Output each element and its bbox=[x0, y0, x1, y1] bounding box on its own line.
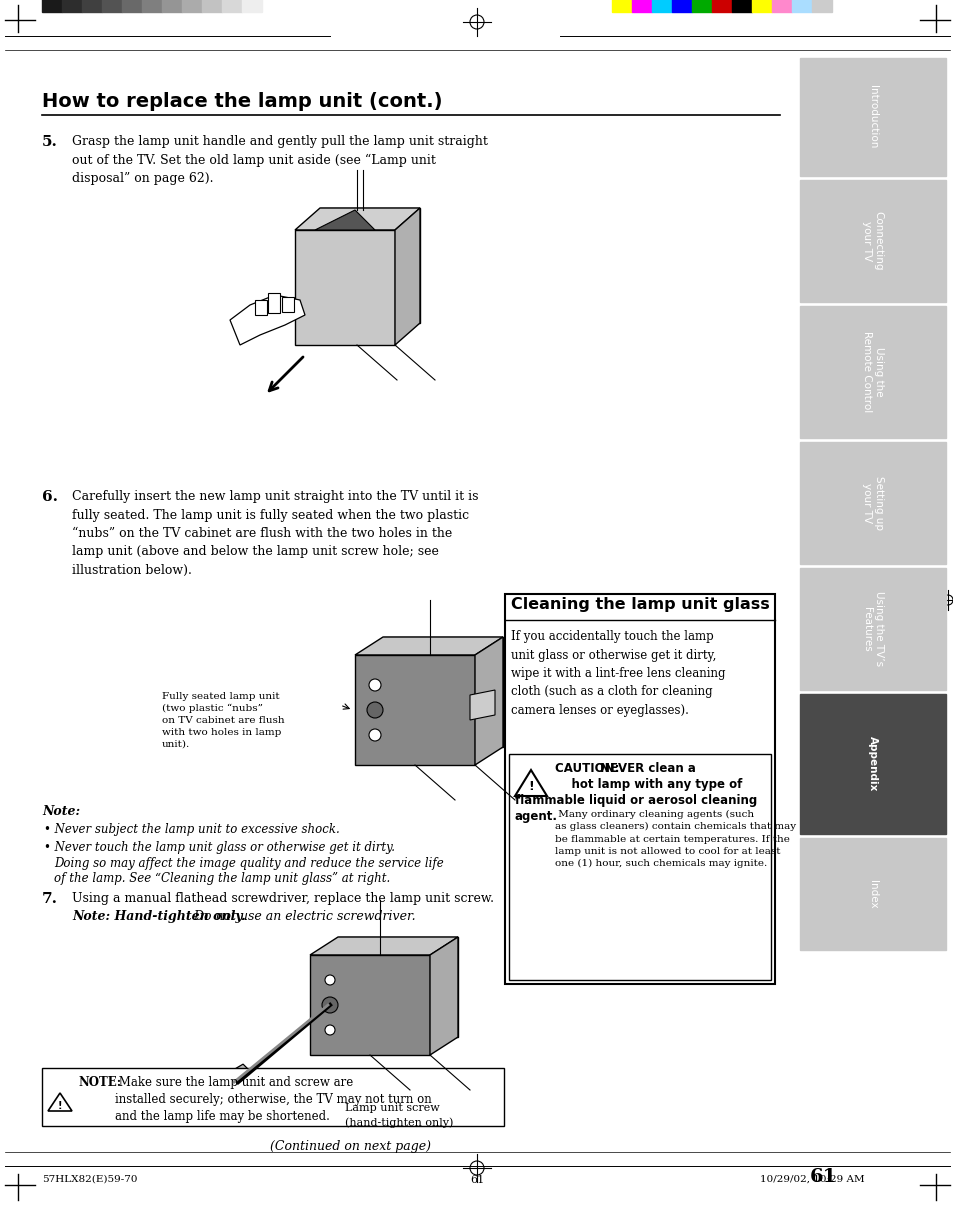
Text: NEVER clean a: NEVER clean a bbox=[599, 762, 695, 775]
Circle shape bbox=[369, 679, 380, 691]
Polygon shape bbox=[314, 210, 375, 230]
Bar bbox=[310, 955, 430, 1055]
Text: 5.: 5. bbox=[42, 135, 58, 150]
Text: Note:: Note: bbox=[42, 804, 80, 818]
Bar bbox=[691, 0, 711, 12]
Text: Using a manual flathead screwdriver, replace the lamp unit screw.: Using a manual flathead screwdriver, rep… bbox=[71, 892, 494, 904]
Circle shape bbox=[367, 702, 382, 718]
Text: !: ! bbox=[528, 779, 534, 792]
Circle shape bbox=[325, 1025, 335, 1035]
Bar bbox=[355, 655, 475, 765]
Polygon shape bbox=[355, 637, 502, 655]
Bar bbox=[102, 0, 122, 12]
Text: 6.: 6. bbox=[42, 490, 58, 504]
Bar bbox=[800, 838, 945, 950]
Text: Index: Index bbox=[867, 879, 877, 908]
Bar bbox=[800, 306, 945, 438]
Bar bbox=[800, 180, 945, 302]
Text: Using the
Remote Control: Using the Remote Control bbox=[862, 332, 882, 412]
Bar bbox=[800, 58, 945, 176]
Polygon shape bbox=[319, 207, 419, 323]
Bar bbox=[182, 0, 202, 12]
Bar bbox=[631, 0, 651, 12]
Text: • Never subject the lamp unit to excessive shock.: • Never subject the lamp unit to excessi… bbox=[44, 822, 339, 836]
Bar bbox=[751, 0, 771, 12]
Text: How to replace the lamp unit (cont.): How to replace the lamp unit (cont.) bbox=[42, 92, 442, 111]
Text: Many ordinary cleaning agents (such
as glass cleaners) contain chemicals that ma: Many ordinary cleaning agents (such as g… bbox=[555, 810, 796, 868]
Text: 10/29/02, 10:29 AM: 10/29/02, 10:29 AM bbox=[760, 1175, 863, 1184]
Bar bbox=[800, 443, 945, 564]
Text: 57HLX82(E)59-70: 57HLX82(E)59-70 bbox=[42, 1175, 137, 1184]
Bar bbox=[282, 297, 294, 312]
Bar bbox=[42, 0, 62, 12]
Text: Carefully insert the new lamp unit straight into the TV until it is
fully seated: Carefully insert the new lamp unit strai… bbox=[71, 490, 478, 576]
Text: If you accidentally touch the lamp
unit glass or otherwise get it dirty,
wipe it: If you accidentally touch the lamp unit … bbox=[511, 630, 724, 718]
Text: Connecting
your TV: Connecting your TV bbox=[862, 211, 882, 271]
Text: Appendix: Appendix bbox=[867, 737, 877, 791]
Bar bbox=[800, 693, 945, 835]
Polygon shape bbox=[470, 690, 495, 720]
Polygon shape bbox=[294, 207, 419, 230]
Bar bbox=[62, 0, 82, 12]
Bar bbox=[791, 0, 811, 12]
Text: NOTE:: NOTE: bbox=[78, 1076, 121, 1089]
Polygon shape bbox=[382, 637, 502, 747]
Polygon shape bbox=[475, 637, 502, 765]
Bar bbox=[671, 0, 691, 12]
Bar bbox=[731, 0, 751, 12]
Text: Fully seated lamp unit
(two plastic “nubs”
on TV cabinet are flush
with two hole: Fully seated lamp unit (two plastic “nub… bbox=[162, 692, 284, 749]
Bar bbox=[651, 0, 671, 12]
Circle shape bbox=[322, 997, 337, 1013]
Text: 61: 61 bbox=[470, 1175, 483, 1185]
Bar bbox=[122, 0, 142, 12]
Text: (Continued on next page): (Continued on next page) bbox=[270, 1140, 431, 1153]
Text: • Never touch the lamp unit glass or otherwise get it dirty.: • Never touch the lamp unit glass or oth… bbox=[44, 841, 395, 854]
Circle shape bbox=[369, 728, 380, 740]
Circle shape bbox=[325, 974, 335, 985]
Bar bbox=[504, 595, 774, 984]
Bar bbox=[254, 300, 267, 315]
Text: Cleaning the lamp unit glass: Cleaning the lamp unit glass bbox=[511, 597, 769, 611]
Bar bbox=[42, 1069, 503, 1126]
Text: Grasp the lamp unit handle and gently pull the lamp unit straight
out of the TV.: Grasp the lamp unit handle and gently pu… bbox=[71, 135, 487, 186]
Polygon shape bbox=[337, 937, 457, 1037]
Text: CAUTION:: CAUTION: bbox=[555, 762, 623, 775]
Text: Doing so may affect the image quality and reduce the service life: Doing so may affect the image quality an… bbox=[54, 857, 443, 870]
Polygon shape bbox=[230, 295, 305, 345]
Bar bbox=[800, 568, 945, 690]
Text: Introduction: Introduction bbox=[867, 86, 877, 148]
Bar bbox=[162, 0, 182, 12]
Bar bbox=[268, 293, 280, 314]
Bar bbox=[222, 0, 242, 12]
Polygon shape bbox=[310, 937, 457, 955]
Text: Make sure the lamp unit and screw are
installed securely; otherwise, the TV may : Make sure the lamp unit and screw are in… bbox=[115, 1076, 432, 1123]
Bar bbox=[294, 230, 395, 345]
Bar bbox=[242, 0, 262, 12]
Polygon shape bbox=[226, 1064, 255, 1094]
Text: Lamp unit screw
(hand-tighten only): Lamp unit screw (hand-tighten only) bbox=[345, 1103, 453, 1128]
Text: !: ! bbox=[58, 1101, 62, 1111]
Bar bbox=[711, 0, 731, 12]
Polygon shape bbox=[395, 207, 419, 345]
Text: of the lamp. See “Cleaning the lamp unit glass” at right.: of the lamp. See “Cleaning the lamp unit… bbox=[54, 872, 390, 885]
Text: hot lamp with any type of: hot lamp with any type of bbox=[555, 778, 741, 791]
Polygon shape bbox=[515, 769, 546, 796]
Text: 7.: 7. bbox=[42, 892, 58, 906]
Text: agent.: agent. bbox=[515, 810, 558, 822]
Bar bbox=[509, 754, 770, 980]
Text: Do not use an electric screwdriver.: Do not use an electric screwdriver. bbox=[190, 911, 416, 923]
Bar bbox=[811, 0, 831, 12]
Text: flammable liquid or aerosol cleaning: flammable liquid or aerosol cleaning bbox=[515, 794, 757, 807]
Bar bbox=[202, 0, 222, 12]
Text: Note: Hand-tighten only.: Note: Hand-tighten only. bbox=[71, 911, 245, 923]
Text: Setting up
your TV: Setting up your TV bbox=[862, 476, 882, 529]
Bar bbox=[82, 0, 102, 12]
Polygon shape bbox=[48, 1093, 71, 1111]
Text: Using the TV’s
Features: Using the TV’s Features bbox=[862, 591, 882, 667]
Text: 61: 61 bbox=[809, 1167, 837, 1185]
Bar bbox=[142, 0, 162, 12]
Bar bbox=[771, 0, 791, 12]
Polygon shape bbox=[430, 937, 457, 1055]
Bar bbox=[612, 0, 631, 12]
